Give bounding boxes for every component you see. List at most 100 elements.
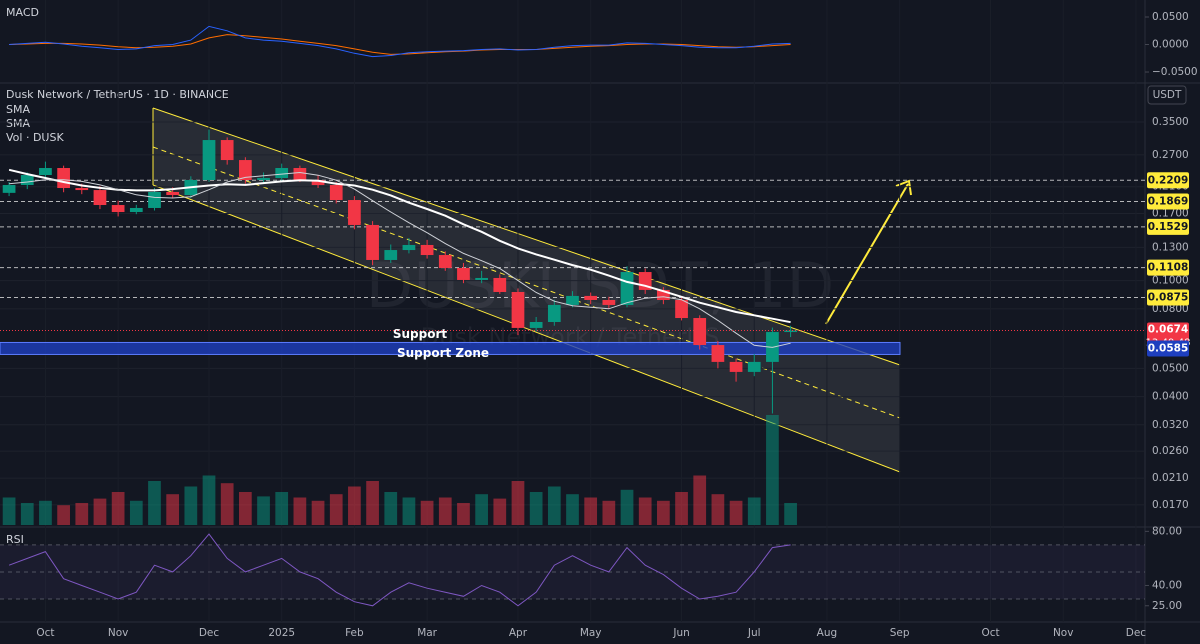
x-tick-label: Mar <box>417 627 437 639</box>
candle-body <box>384 250 398 260</box>
candle-body <box>348 200 361 225</box>
candle-body <box>693 318 707 346</box>
x-tick-label: Feb <box>345 627 364 639</box>
volume-bar <box>184 486 198 525</box>
volume-bar <box>620 489 634 525</box>
y-tick-label: 0.0320 <box>1152 419 1189 431</box>
currency-box[interactable] <box>1147 85 1187 105</box>
volume-bar <box>20 503 34 525</box>
indicator-label: Vol · DUSK <box>6 131 64 144</box>
indicator-label: SMA <box>6 103 30 116</box>
candle-body <box>166 191 180 196</box>
candle-body <box>529 322 543 328</box>
candle-body <box>747 361 761 372</box>
volume-bar <box>529 492 543 525</box>
volume-bar <box>566 494 579 525</box>
candle-body <box>620 272 634 305</box>
level-label: 0.1529 <box>1148 221 1189 233</box>
candle-body <box>275 168 289 179</box>
level-box <box>1147 172 1189 189</box>
level-box <box>1147 289 1189 306</box>
y-tick-label: −0.0500 <box>1152 66 1198 78</box>
volume-bar <box>202 475 216 525</box>
candle-body <box>93 190 107 206</box>
x-tick-label: Sep <box>890 627 910 639</box>
y-tick-label: 0.0170 <box>1152 499 1189 511</box>
x-tick-label: May <box>580 627 602 639</box>
y-tick-label: 0.1300 <box>1152 241 1189 253</box>
volume-bar <box>766 415 779 525</box>
symbol-title: Dusk Network / TetherUS · 1D · BINANCE <box>6 88 229 101</box>
candle-body <box>475 277 488 280</box>
x-tick-label: Aug <box>817 627 838 639</box>
arrow-head <box>895 179 912 196</box>
x-tick-label: Oct <box>36 627 54 639</box>
last-price-label: 0.0674 <box>1148 324 1189 336</box>
volume-bar <box>747 497 761 525</box>
volume-bar <box>638 497 652 525</box>
candle-body <box>602 299 616 305</box>
volume-bar <box>402 497 416 525</box>
volume-bar <box>366 481 379 525</box>
x-tick-label: Dec <box>199 627 220 639</box>
y-tick-label: 0.0000 <box>1152 39 1189 51</box>
volume-bar <box>384 492 398 525</box>
candle-body <box>493 277 507 292</box>
candle-body <box>57 168 70 189</box>
support-label: 0.0585 <box>1148 342 1189 354</box>
volume-bar <box>257 496 270 525</box>
volume-bar <box>293 497 307 525</box>
level-label: 0.1869 <box>1148 195 1189 207</box>
support-box <box>1147 340 1189 357</box>
y-tick-label: 0.0210 <box>1152 472 1189 484</box>
volume-bar <box>329 494 343 525</box>
sma-line <box>8 168 791 324</box>
support-zone <box>0 341 901 355</box>
level-label: 0.0875 <box>1148 291 1189 303</box>
x-tick-label: Oct <box>981 627 999 639</box>
candle-body <box>148 191 161 208</box>
volume-bar <box>111 492 125 525</box>
candle-body <box>402 244 416 251</box>
volume-bar <box>475 494 488 525</box>
volume-bar <box>711 494 725 525</box>
y-tick-label: 80.00 <box>1152 525 1182 537</box>
volume-bar <box>39 500 52 525</box>
volume-bar <box>729 500 743 525</box>
x-tick-label: Jun <box>672 627 689 639</box>
volume-bar <box>675 492 688 525</box>
candle-body <box>329 185 343 201</box>
y-tick-label: 0.1000 <box>1152 275 1189 287</box>
candle-body <box>238 160 252 181</box>
y-tick-label: 0.3500 <box>1152 116 1189 128</box>
level-label: 0.1108 <box>1148 262 1189 274</box>
candle-body <box>202 140 216 181</box>
volume-bar <box>784 503 797 525</box>
candle-body <box>293 168 307 181</box>
y-tick-label: 0.0800 <box>1152 303 1189 315</box>
candle-body <box>566 295 579 305</box>
x-tick-label: Apr <box>509 627 528 639</box>
volume-bar <box>2 497 16 525</box>
candle-body <box>457 267 470 280</box>
volume-bar <box>584 497 598 525</box>
sma-line <box>9 171 791 348</box>
volume-bar <box>693 475 707 525</box>
y-tick-label: 0.0500 <box>1152 11 1189 23</box>
candle-body <box>220 140 234 161</box>
volume-bar <box>129 500 143 525</box>
candle-body <box>366 224 379 260</box>
volume-bar <box>457 503 470 525</box>
volume-bar <box>148 481 161 525</box>
channel-upper <box>152 107 901 366</box>
candle-body <box>111 205 125 213</box>
x-tick-label: Nov <box>108 627 129 639</box>
y-tick-label: 40.00 <box>1152 579 1182 591</box>
candle-body <box>511 291 525 328</box>
level-label: 0.2209 <box>1148 174 1189 186</box>
volume-bar <box>275 492 289 525</box>
level-box <box>1147 218 1189 235</box>
volume-bar <box>511 481 525 525</box>
